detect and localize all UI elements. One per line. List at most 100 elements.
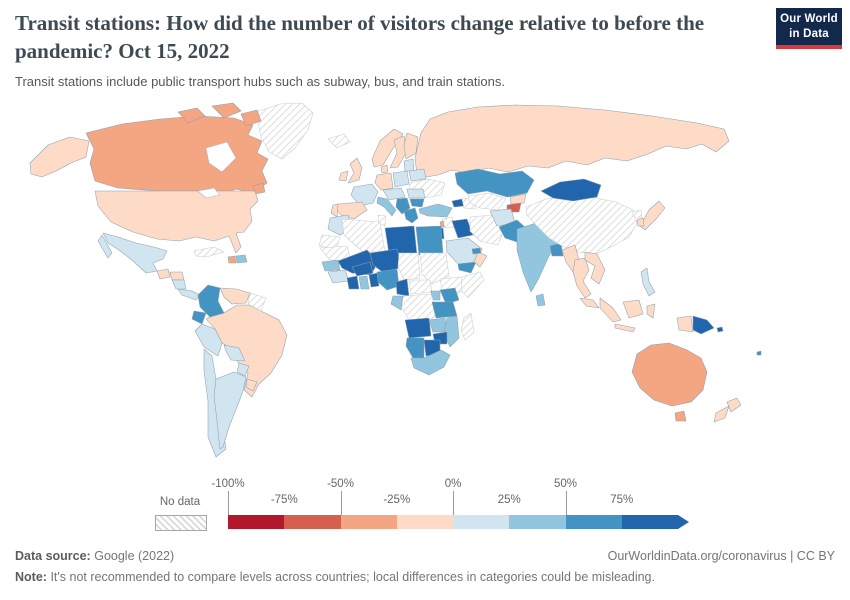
country-argentina[interactable] (213, 371, 247, 450)
country-algeria[interactable] (341, 218, 386, 253)
country-indonesia-borneo[interactable] (622, 299, 644, 319)
country-indonesia-sulawesi[interactable] (646, 303, 656, 319)
country-canada-island[interactable] (240, 109, 262, 127)
country-germany[interactable] (374, 172, 394, 191)
country-papua-new-guinea[interactable] (692, 315, 715, 335)
country-somalia[interactable] (460, 271, 485, 299)
legend-color-segment[interactable] (453, 515, 510, 529)
legend-color-segment[interactable] (396, 515, 453, 529)
country-canada-island[interactable] (177, 107, 206, 124)
world-choropleth-map[interactable] (0, 96, 850, 478)
country-guyana[interactable] (247, 292, 267, 312)
country-indonesia-java[interactable] (614, 323, 636, 333)
country-czechia[interactable] (382, 187, 406, 201)
country-lebanon[interactable] (439, 220, 445, 228)
country-sweden[interactable] (389, 135, 408, 169)
legend-colorbar[interactable] (228, 515, 678, 529)
country-new-zealand-north[interactable] (726, 397, 742, 413)
country-tanzania[interactable] (431, 301, 458, 319)
country-bulgaria[interactable] (409, 198, 425, 208)
legend-color-segment[interactable] (565, 515, 622, 529)
country-namibia[interactable] (405, 337, 425, 359)
country-lithuania[interactable] (403, 158, 415, 172)
country-canada-island[interactable] (211, 102, 242, 119)
country-united-states-alaska[interactable] (29, 136, 90, 178)
country-nicaragua[interactable] (171, 279, 187, 290)
country-australia-tasmania[interactable] (674, 410, 687, 422)
country-bolivia[interactable] (223, 344, 246, 362)
owid-footer-link[interactable]: OurWorldinData.org/coronavirus | CC BY (607, 549, 835, 563)
country-madagascar[interactable] (460, 312, 475, 341)
country-venezuela[interactable] (219, 287, 251, 305)
country-indonesia-papua[interactable] (676, 315, 694, 333)
country-mexico-baja[interactable] (97, 234, 113, 259)
country-south-korea[interactable] (636, 217, 645, 227)
country-senegal[interactable] (321, 259, 341, 272)
country-haiti[interactable] (227, 255, 237, 264)
country-romania[interactable] (406, 188, 426, 199)
no-data-swatch[interactable] (155, 515, 207, 531)
country-peru[interactable] (194, 323, 223, 357)
country-turkey[interactable] (418, 203, 453, 218)
legend-color-segment[interactable] (284, 515, 341, 529)
legend-color-segment[interactable] (621, 515, 678, 529)
country-vietnam[interactable] (584, 251, 606, 285)
country-greenland[interactable] (255, 102, 314, 160)
country-zambia[interactable] (428, 317, 448, 333)
country-chad[interactable] (397, 252, 421, 281)
country-denmark[interactable] (380, 164, 389, 174)
country-ecuador[interactable] (191, 310, 207, 325)
country-honduras[interactable] (169, 271, 185, 281)
country-cuba[interactable] (193, 246, 225, 258)
country-paraguay[interactable] (236, 362, 250, 377)
country-france[interactable] (350, 183, 379, 207)
country-burkina-faso[interactable] (351, 261, 374, 277)
country-canada[interactable] (85, 115, 269, 196)
country-mexico[interactable] (102, 232, 168, 274)
legend-color-segment[interactable] (228, 515, 285, 529)
country-panama[interactable] (177, 288, 201, 301)
country-sri-lanka[interactable] (535, 293, 546, 307)
country-guatemala[interactable] (156, 268, 171, 280)
country-cote-divoire[interactable] (346, 275, 360, 290)
country-egypt[interactable] (415, 225, 444, 256)
country-tunisia[interactable] (377, 214, 387, 227)
country-italy[interactable] (376, 196, 397, 217)
country-south-africa[interactable] (410, 349, 451, 376)
country-iceland[interactable] (327, 133, 351, 149)
country-poland[interactable] (392, 170, 410, 188)
country-dominican-republic[interactable] (235, 254, 248, 264)
country-solomon-islands[interactable] (716, 326, 724, 333)
country-colombia[interactable] (197, 284, 225, 318)
country-thailand[interactable] (572, 257, 592, 299)
country-uruguay[interactable] (245, 378, 258, 392)
country-fiji[interactable] (756, 350, 762, 356)
country-kenya[interactable] (439, 287, 460, 305)
country-indonesia-sumatra[interactable] (599, 297, 622, 323)
country-ghana[interactable] (358, 275, 370, 290)
country-angola[interactable] (404, 317, 432, 339)
country-gabon[interactable] (390, 295, 404, 311)
country-uae[interactable] (471, 247, 482, 255)
country-mozambique[interactable] (443, 315, 460, 348)
country-oman[interactable] (473, 251, 488, 268)
country-ireland[interactable] (338, 170, 349, 182)
country-portugal[interactable] (330, 203, 339, 218)
country-russia[interactable] (414, 104, 730, 178)
country-belarus[interactable] (408, 168, 427, 182)
country-finland[interactable] (403, 132, 419, 160)
country-central-african-republic[interactable] (408, 279, 433, 295)
country-philippines[interactable] (640, 267, 656, 297)
country-north-korea[interactable] (631, 209, 643, 219)
country-yemen[interactable] (457, 261, 477, 274)
country-benin[interactable] (368, 272, 380, 288)
country-iraq[interactable] (451, 218, 474, 239)
country-nigeria[interactable] (376, 268, 400, 291)
country-cameroon[interactable] (395, 278, 410, 297)
country-greece[interactable] (403, 207, 419, 224)
country-bangladesh[interactable] (549, 242, 564, 257)
country-kyrgyzstan[interactable] (509, 193, 527, 205)
country-united-kingdom[interactable] (347, 157, 363, 184)
country-australia[interactable] (631, 342, 708, 407)
legend-color-segment[interactable] (340, 515, 397, 529)
